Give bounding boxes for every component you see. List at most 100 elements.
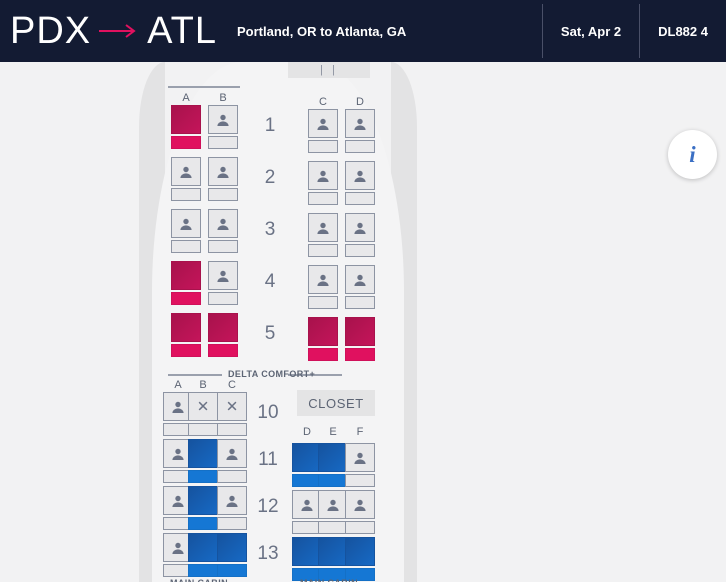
seat-13F[interactable]	[345, 537, 375, 581]
seat-5C[interactable]	[308, 317, 338, 361]
seat-base	[171, 136, 201, 149]
seat-body	[292, 537, 322, 566]
seat-base	[171, 344, 201, 357]
seat-body	[171, 209, 201, 238]
column-letter-F: F	[356, 426, 364, 438]
seat-body	[292, 490, 322, 519]
seat-base	[345, 521, 375, 534]
seat-10B: ✕	[188, 392, 218, 436]
seat-base	[188, 470, 218, 483]
close-icon: ✕	[225, 398, 239, 415]
seat-12D	[292, 490, 322, 534]
person-icon	[180, 166, 192, 178]
seat-base	[171, 188, 201, 201]
person-icon	[354, 222, 366, 234]
column-letter-D: D	[303, 426, 311, 438]
seat-12F	[345, 490, 375, 534]
seat-body	[208, 209, 238, 238]
seat-5A[interactable]	[171, 313, 201, 357]
person-icon	[301, 499, 313, 511]
row-number-5: 5	[264, 323, 276, 344]
seat-body	[208, 105, 238, 134]
person-icon	[354, 499, 366, 511]
row-number-11: 11	[258, 449, 278, 470]
seat-11F	[345, 443, 375, 487]
seat-body	[318, 490, 348, 519]
flight-date: Sat, Apr 2	[560, 23, 622, 39]
seat-1A[interactable]	[171, 105, 201, 149]
seat-body	[171, 157, 201, 186]
seat-3D	[345, 213, 375, 257]
person-icon	[217, 166, 229, 178]
column-letter-C: C	[228, 379, 236, 391]
seat-5D[interactable]	[345, 317, 375, 361]
seat-body	[217, 533, 247, 562]
seat-11B[interactable]	[188, 439, 218, 483]
header-divider	[541, 4, 543, 58]
seat-13C[interactable]	[217, 533, 247, 577]
person-icon	[217, 114, 229, 126]
cabin-label-main-cabin-right: MAIN CABIN	[300, 578, 358, 582]
column-letter-E: E	[329, 426, 337, 438]
person-icon	[172, 401, 184, 413]
seat-base	[171, 292, 201, 305]
seat-base	[171, 240, 201, 253]
seat-13B[interactable]	[188, 533, 218, 577]
seat-2D	[345, 161, 375, 205]
seat-body	[208, 157, 238, 186]
comfort-rule-right	[288, 374, 342, 376]
seat-13E[interactable]	[318, 537, 348, 581]
seat-13D[interactable]	[292, 537, 322, 581]
cabin-label-delta-comfort-plus: DELTA COMFORT+	[228, 369, 316, 379]
person-icon	[217, 270, 229, 282]
seat-body: ✕	[217, 392, 247, 421]
seat-body	[308, 161, 338, 190]
seat-base	[208, 188, 238, 201]
person-icon	[317, 222, 329, 234]
cabin-label-main-cabin-left: MAIN CABIN	[170, 578, 228, 582]
seat-body	[345, 317, 375, 346]
seat-base	[308, 244, 338, 257]
seat-base	[308, 192, 338, 205]
seat-3B	[208, 209, 238, 253]
seat-base	[345, 244, 375, 257]
row-number-12: 12	[257, 496, 279, 517]
destination-airport-code: ATL	[147, 10, 218, 52]
person-icon	[354, 274, 366, 286]
info-icon[interactable]: i	[668, 130, 717, 179]
person-icon	[172, 448, 184, 460]
seat-12E	[318, 490, 348, 534]
seat-body	[345, 443, 375, 472]
seat-body	[345, 537, 375, 566]
column-letter-C: C	[319, 96, 327, 108]
seat-body	[208, 261, 238, 290]
seat-4A[interactable]	[171, 261, 201, 305]
seat-body	[345, 109, 375, 138]
seat-body	[208, 313, 238, 342]
seat-base	[345, 296, 375, 309]
seat-base	[208, 344, 238, 357]
seat-base	[345, 568, 375, 581]
seat-body	[217, 439, 247, 468]
seat-body	[345, 490, 375, 519]
header-divider	[639, 4, 641, 58]
forward-cabin-rule	[168, 86, 240, 88]
person-icon	[354, 170, 366, 182]
seat-base	[217, 564, 247, 577]
seat-base	[308, 296, 338, 309]
seat-5B[interactable]	[208, 313, 238, 357]
seat-11E[interactable]	[318, 443, 348, 487]
seat-1D	[345, 109, 375, 153]
person-icon	[317, 274, 329, 286]
person-icon	[327, 499, 339, 511]
column-letter-A: A	[182, 92, 190, 104]
seat-base	[217, 517, 247, 530]
flight-number: DL882 4	[658, 23, 708, 39]
row-number-13: 13	[257, 543, 279, 564]
seatmap-stage: | | A B C D 1 2 3 4 5 DELTA COMFORT+ A B C D E F ✕ ✕ 10 11 1…	[0, 62, 726, 582]
seat-body	[171, 105, 201, 134]
close-icon: ✕	[196, 398, 210, 415]
seat-12B[interactable]	[188, 486, 218, 530]
seat-body	[318, 537, 348, 566]
lavatory-block: | |	[288, 62, 370, 78]
